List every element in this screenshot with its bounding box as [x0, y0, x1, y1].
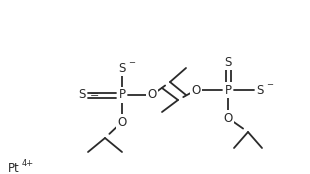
Text: O: O — [147, 89, 157, 101]
Text: 4+: 4+ — [22, 159, 34, 168]
Text: P: P — [118, 89, 126, 101]
Text: O: O — [224, 112, 232, 125]
Text: Pt: Pt — [8, 162, 20, 174]
Text: P: P — [224, 84, 232, 97]
Text: S: S — [224, 56, 232, 69]
Text: O: O — [191, 84, 201, 97]
Text: O: O — [117, 116, 126, 129]
Text: −: − — [266, 81, 273, 89]
Text: S: S — [256, 84, 264, 97]
Text: S: S — [78, 89, 86, 101]
Text: −: − — [128, 58, 135, 68]
Text: =: = — [90, 90, 100, 100]
Text: S: S — [118, 61, 126, 74]
